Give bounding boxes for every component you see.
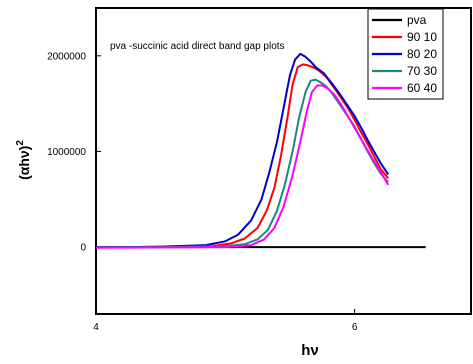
legend-label: 70 30 xyxy=(407,64,437,78)
legend: pva 90 10 80 20 70 30 60 40 xyxy=(367,8,444,100)
chart-annotation: pva -succinic acid direct band gap plots xyxy=(110,41,285,52)
y-axis-label-exponent: 2 xyxy=(15,140,26,146)
y-axis-label-base: (αhν) xyxy=(16,146,32,180)
y-axis-label: (αhν)2 xyxy=(15,140,32,180)
y-tick-label: 1000000 xyxy=(47,147,86,158)
legend-label: pva xyxy=(407,13,427,27)
legend-label: 60 40 xyxy=(407,81,437,95)
x-axis-label: hν xyxy=(301,342,319,359)
y-tick-label: 2000000 xyxy=(47,51,86,62)
series-line-5 xyxy=(95,84,390,249)
series-line-4 xyxy=(95,78,389,249)
plot-frame xyxy=(95,7,472,315)
x-tick-label: 4 xyxy=(93,322,99,333)
series-line-2 xyxy=(95,63,389,249)
y-tick-label: 0 xyxy=(80,243,86,254)
series-line-3 xyxy=(95,52,390,249)
legend-label: 80 20 xyxy=(407,47,437,61)
legend-label: 90 10 xyxy=(407,30,437,44)
x-tick-label: 6 xyxy=(352,322,358,333)
